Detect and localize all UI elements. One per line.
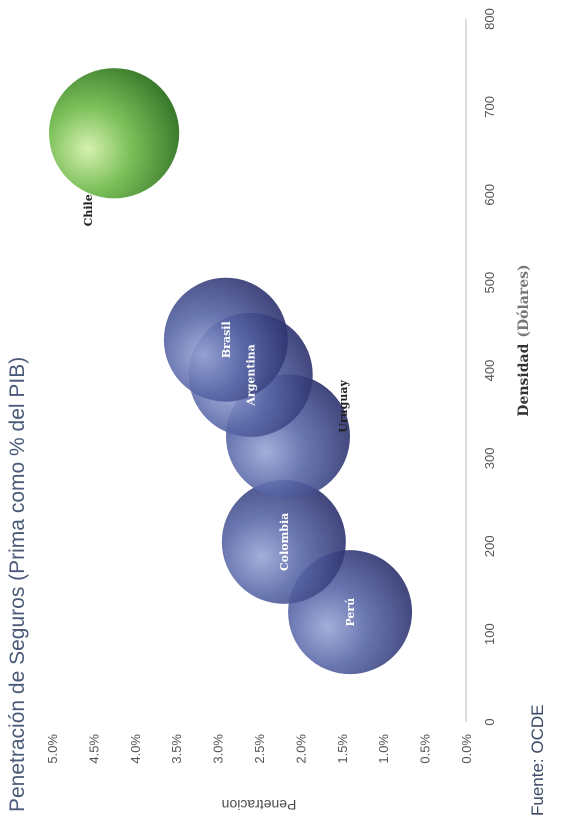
x-tick-label: 700 (482, 96, 497, 118)
y-tick-label: 3.0% (211, 734, 226, 764)
x-tick-label: 0 (482, 718, 497, 725)
x-tick-label: 500 (482, 272, 497, 294)
y-tick-label: 0.5% (418, 734, 433, 764)
y-tick-label: 1.0% (376, 734, 391, 764)
source-note: Fuente: OCDE (528, 704, 547, 817)
bubble-chile (49, 68, 180, 199)
bubble-brasil (163, 277, 288, 402)
x-tick-label: 800 (482, 8, 497, 30)
bubble-label-colombia: Colombia (278, 513, 291, 571)
y-tick-label: 4.5% (86, 734, 101, 764)
y-tick-label: 3.5% (169, 734, 184, 764)
y-tick-label: 2.5% (252, 734, 267, 764)
bubble-label-uruguay: Uruguay (337, 380, 350, 433)
bubble-colombia (221, 479, 346, 604)
y-tick-label: 0.0% (459, 734, 474, 764)
bubble-label-peru: Perú (344, 598, 357, 627)
x-tick-label: 400 (482, 360, 497, 382)
x-tick-label: 100 (482, 623, 497, 645)
bubble-label-argentina: Argentina (245, 344, 258, 406)
x-tick-label: 200 (482, 535, 497, 557)
x-tick-label: 600 (482, 184, 497, 206)
y-tick-label: 1.5% (335, 734, 350, 764)
y-tick-label: 2.0% (293, 734, 308, 764)
y-axis-label: Penetracion (222, 797, 297, 813)
x-tick-label: 300 (482, 448, 497, 470)
bubble-label-chile: Chile (82, 194, 95, 226)
y-tick-label: 4.0% (128, 734, 143, 764)
y-tick-label: 5.0% (45, 734, 60, 764)
x-axis-label: Densidad(Dólares) (516, 264, 532, 416)
bubble-label-brasil: Brasil (220, 321, 233, 358)
